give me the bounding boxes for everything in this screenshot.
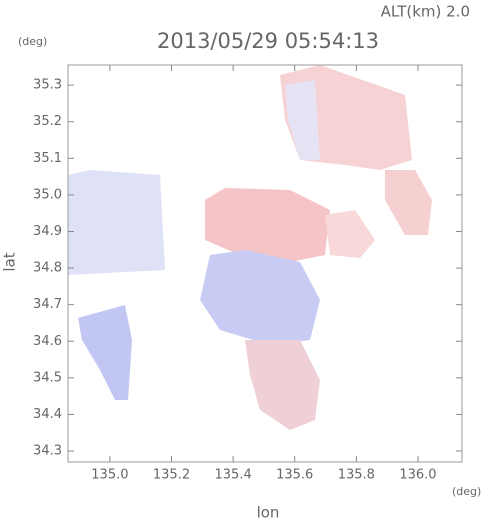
echo-mixed <box>245 340 320 430</box>
altitude-label: ALT(km) 2.0 <box>381 3 470 21</box>
echo-blue <box>68 170 165 275</box>
x-tick-label: 135.2 <box>153 468 190 483</box>
x-axis-label: lon <box>257 504 280 521</box>
y-tick-label: 34.5 <box>33 370 62 385</box>
y-unit: (deg) <box>18 35 47 48</box>
echo-red <box>385 170 432 235</box>
echo-blue <box>200 250 320 345</box>
x-unit: (deg) <box>452 485 481 498</box>
y-tick-label: 35.3 <box>33 78 62 93</box>
echo-field <box>68 65 432 430</box>
x-tick-label: 135.4 <box>215 468 252 483</box>
x-tick-label: 135.6 <box>276 468 313 483</box>
echo-blue <box>78 305 132 400</box>
y-tick-label: 34.3 <box>33 444 62 459</box>
y-tick-label: 34.8 <box>33 261 62 276</box>
y-tick-label: 35.1 <box>33 151 62 166</box>
x-tick-label: 136.0 <box>399 468 436 483</box>
title: 2013/05/29 05:54:13 <box>157 29 379 53</box>
y-tick-label: 34.7 <box>33 297 62 312</box>
y-tick-label: 35.2 <box>33 114 62 129</box>
y-tick-label: 35.0 <box>33 187 62 202</box>
x-tick-label: 135.0 <box>91 468 128 483</box>
echo-red <box>205 188 330 262</box>
echo-red <box>325 210 375 258</box>
x-tick-label: 135.8 <box>338 468 375 483</box>
echo-mixed <box>285 80 320 160</box>
plot-frame <box>67 64 463 463</box>
y-tick-label: 34.6 <box>33 334 62 349</box>
y-axis-label: lat <box>1 252 19 271</box>
y-tick-label: 34.9 <box>33 224 62 239</box>
y-tick-label: 34.4 <box>33 407 62 422</box>
